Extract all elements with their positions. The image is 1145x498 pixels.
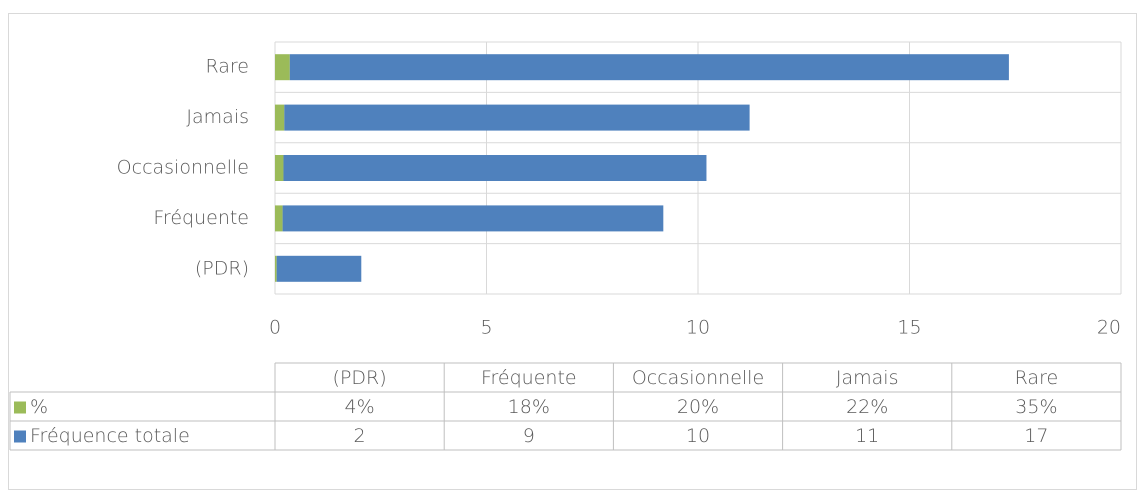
table-header: Jamais bbox=[836, 367, 899, 389]
table-header: Fréquente bbox=[481, 367, 577, 389]
bar-segment bbox=[275, 104, 285, 131]
x-tick-label: 5 bbox=[480, 317, 492, 339]
legend-swatch bbox=[14, 430, 26, 443]
bar-segment bbox=[275, 255, 277, 282]
x-tick-label: 20 bbox=[1097, 317, 1121, 339]
bar-segment bbox=[284, 104, 750, 131]
table-cell: 35% bbox=[1015, 396, 1057, 418]
y-tick-label: Jamais bbox=[186, 106, 249, 128]
x-tick-label: 0 bbox=[269, 317, 281, 339]
bar-segment bbox=[275, 54, 290, 81]
legend-label: Fréquence totale bbox=[30, 425, 190, 447]
table-cell: 9 bbox=[523, 425, 535, 447]
bar-segment bbox=[275, 155, 284, 181]
table-cell: 22% bbox=[846, 396, 888, 418]
table-cell: 17 bbox=[1024, 425, 1048, 447]
bar-segment bbox=[289, 54, 1009, 81]
y-tick-label: (PDR) bbox=[195, 257, 249, 279]
table-cell: 2 bbox=[354, 425, 366, 447]
table-cell: 11 bbox=[855, 425, 879, 447]
bar-segment bbox=[275, 205, 283, 232]
table-cell: 10 bbox=[686, 425, 710, 447]
table-header: Rare bbox=[1015, 367, 1059, 389]
table-cell: 4% bbox=[345, 396, 375, 418]
bar-segment bbox=[276, 255, 362, 282]
table-cell: 18% bbox=[508, 396, 550, 418]
y-tick-label: Fréquente bbox=[153, 207, 249, 229]
y-tick-label: Occasionnelle bbox=[117, 157, 249, 179]
table-cell: 20% bbox=[677, 396, 719, 418]
bar-segment bbox=[282, 205, 664, 232]
x-tick-label: 10 bbox=[686, 317, 710, 339]
bar-segment bbox=[283, 155, 707, 181]
chart-border bbox=[8, 13, 1137, 490]
x-tick-label: 15 bbox=[897, 317, 921, 339]
table-header: Occasionnelle bbox=[632, 367, 764, 389]
table-header: (PDR) bbox=[333, 367, 387, 389]
y-tick-label: Rare bbox=[205, 56, 249, 78]
legend-swatch bbox=[14, 401, 26, 414]
legend-label: % bbox=[30, 396, 48, 418]
